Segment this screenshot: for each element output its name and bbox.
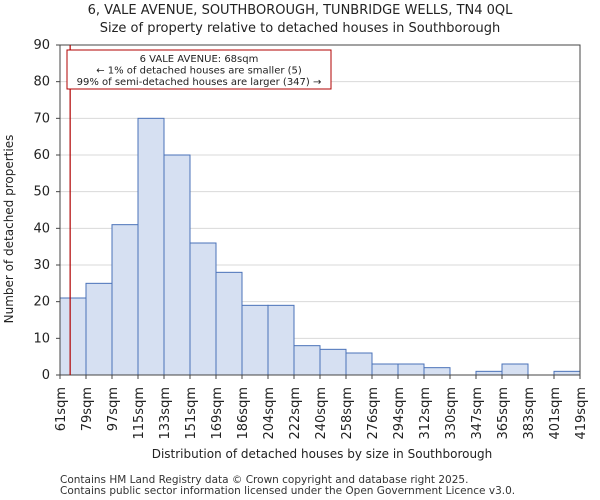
bar <box>163 154 191 376</box>
x-axis-label: Distribution of detached houses by size … <box>152 447 493 461</box>
x-tick-label: 61sqm <box>54 387 69 431</box>
bar <box>319 348 347 376</box>
bar <box>215 271 243 376</box>
x-tick-label: 169sqm <box>210 387 225 440</box>
annotation-line: 6 VALE AVENUE: 68sqm <box>140 54 259 65</box>
bar <box>293 345 321 376</box>
x-tick-label: 294sqm <box>392 387 407 440</box>
bar <box>59 297 87 376</box>
y-tick-label: 20 <box>33 295 50 310</box>
y-tick-label: 80 <box>33 75 50 90</box>
bar <box>85 282 113 376</box>
x-tick-label: 330sqm <box>444 387 459 440</box>
y-tick-label: 30 <box>33 258 50 273</box>
x-tick-label: 79sqm <box>80 387 95 431</box>
bar <box>397 363 425 376</box>
axes-layer: 0 10 20 30 40 50 60 70 80 90 61sqm 79sqm 97sqm 115sqm… <box>33 38 589 440</box>
y-tick-label: 10 <box>33 331 50 346</box>
x-tick-label: 365sqm <box>496 387 511 440</box>
bar <box>111 224 139 376</box>
x-tick-label: 276sqm <box>366 387 381 440</box>
x-tick-label: 312sqm <box>418 387 433 440</box>
x-tick-label: 401sqm <box>548 387 563 440</box>
y-axis-label: Number of detached properties <box>2 135 16 324</box>
bar <box>137 117 165 376</box>
y-tick-label: 50 <box>33 185 50 200</box>
y-tick-label: 0 <box>42 368 50 383</box>
bar <box>189 242 217 376</box>
bar <box>553 370 581 376</box>
bar <box>475 370 503 376</box>
x-tick-label: 258sqm <box>340 387 355 440</box>
bars-layer <box>59 117 581 376</box>
y-tick-label: 90 <box>33 38 50 53</box>
annotation-line: 99% of semi-detached houses are larger (… <box>77 77 322 88</box>
x-tick-label: 347sqm <box>470 387 485 440</box>
annotation-box <box>66 49 332 90</box>
x-tick-label: 186sqm <box>236 387 251 440</box>
x-tick-label: 419sqm <box>574 387 589 440</box>
x-tick-label: 204sqm <box>262 387 277 440</box>
footer-line-2: Contains public sector information licen… <box>60 485 516 497</box>
y-tick-label: 70 <box>33 111 50 126</box>
annotation-layer: 6 VALE AVENUE: 68sqm← 1% of detached hou… <box>66 49 332 90</box>
bar <box>501 363 529 376</box>
y-tick-label: 40 <box>33 221 50 236</box>
bar <box>423 367 451 376</box>
bar <box>345 352 373 376</box>
x-tick-label: 222sqm <box>288 387 303 440</box>
bar <box>371 363 399 376</box>
x-tick-label: 133sqm <box>158 387 173 440</box>
chart-title: 6, VALE AVENUE, SOUTHBOROUGH, TUNBRIDGE … <box>87 3 513 18</box>
bar <box>241 304 269 376</box>
x-tick-label: 240sqm <box>314 387 329 440</box>
y-tick-label: 60 <box>33 148 50 163</box>
x-tick-label: 383sqm <box>522 387 537 440</box>
x-tick-label: 97sqm <box>106 387 121 431</box>
x-tick-label: 151sqm <box>184 387 199 440</box>
chart-subtitle: Size of property relative to detached ho… <box>99 21 501 36</box>
footer-line-1: Contains HM Land Registry data © Crown c… <box>60 474 469 486</box>
annotation-line: ← 1% of detached houses are smaller (5) <box>96 66 302 77</box>
bar <box>267 304 295 376</box>
x-tick-label: 115sqm <box>132 387 147 440</box>
